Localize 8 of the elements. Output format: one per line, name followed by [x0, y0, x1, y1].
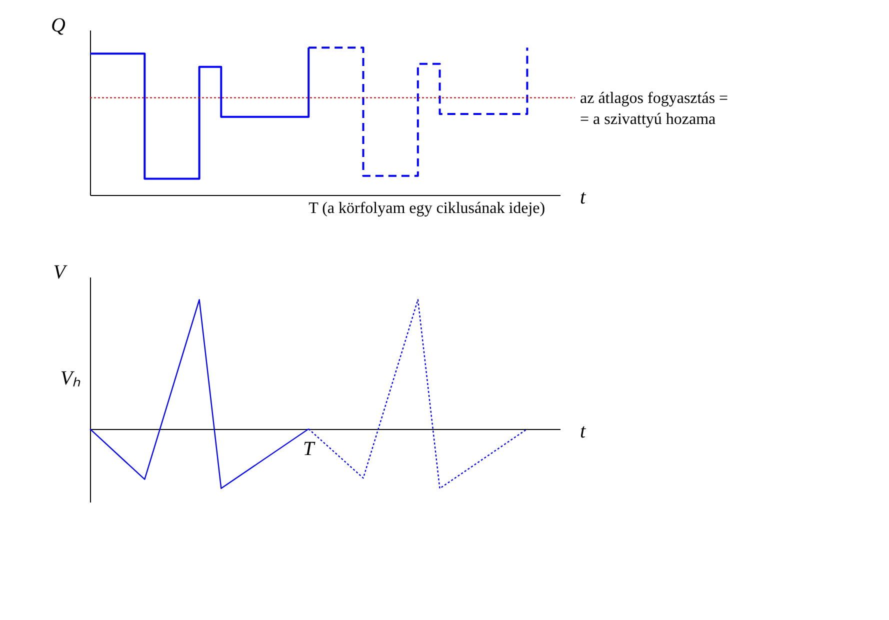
ref-line-label: az átlagos fogyasztás = = a szivattyú hozama — [580, 90, 728, 128]
text: T (a körfolyam egy ciklusának ideje) — [308, 200, 546, 218]
y-axis-title: Q — [51, 14, 66, 36]
x-axis-title: t — [580, 186, 586, 208]
annotation: T — [303, 438, 316, 460]
text: Vₕ — [60, 367, 81, 390]
x-axis-title: t — [580, 420, 586, 442]
y-axis-title: V — [53, 262, 68, 284]
